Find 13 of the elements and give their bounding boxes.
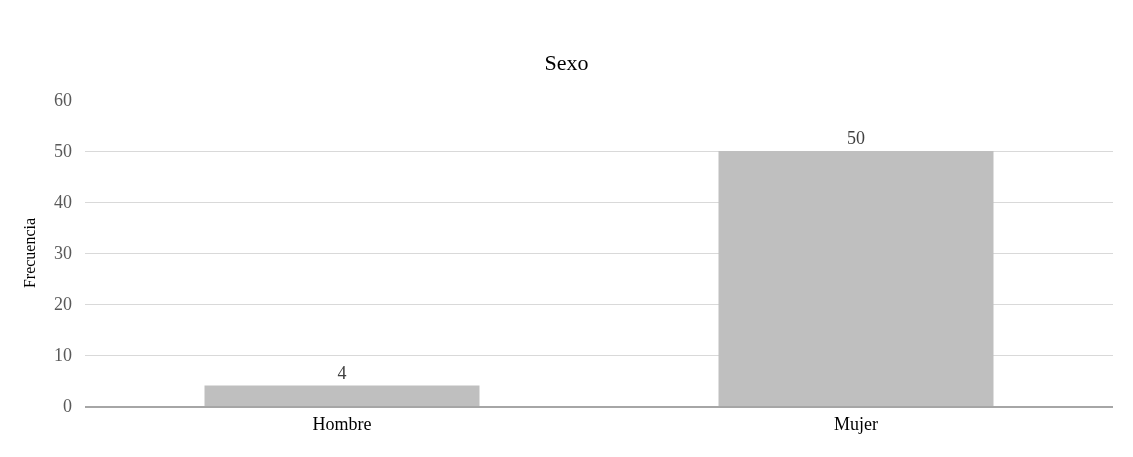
- y-tick-label: 0: [63, 396, 72, 417]
- y-tick-label: 50: [54, 141, 72, 162]
- y-tick-label: 20: [54, 294, 72, 315]
- y-tick-label: 60: [54, 90, 72, 111]
- y-axis-title: Frecuencia: [20, 217, 38, 289]
- x-tick-label: Mujer: [834, 413, 878, 434]
- data-label: 50: [847, 128, 866, 148]
- y-tick-label: 30: [54, 243, 72, 264]
- y-tick-label: 40: [54, 192, 72, 213]
- y-tick-label: 10: [54, 345, 72, 366]
- chart-title: Sexo: [544, 50, 589, 76]
- data-label: 4: [337, 362, 347, 383]
- x-tick-label: Hombre: [312, 413, 372, 434]
